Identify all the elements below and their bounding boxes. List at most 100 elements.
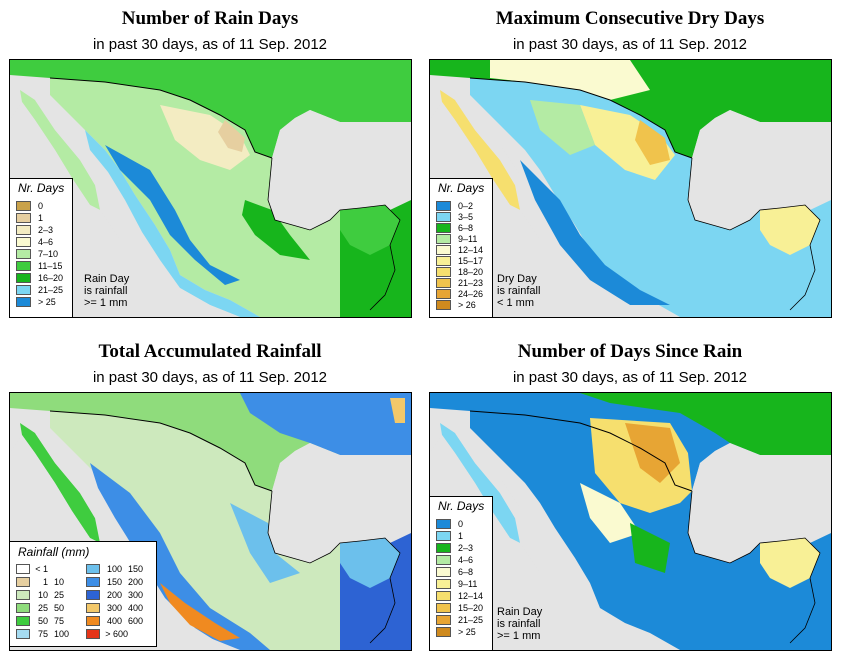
legend-swatch xyxy=(86,603,100,613)
rain-days-legend: Nr. Days 0 1 2–3 4–6 7–10 11–15 16–20 21… xyxy=(9,178,73,318)
legend-swatch xyxy=(436,519,451,529)
legend-swatch xyxy=(436,543,451,553)
gulf-of-california xyxy=(455,100,525,190)
us-border xyxy=(49,410,273,492)
coastline xyxy=(267,490,401,644)
legend-swatch xyxy=(436,201,451,211)
legend-swatch xyxy=(16,225,31,235)
legend-swatch xyxy=(86,590,100,600)
legend-label: > 25 xyxy=(458,627,476,637)
dry-day-note: Dry Day is rainfall < 1 mm xyxy=(497,273,541,309)
green-band xyxy=(630,523,670,573)
sierra-wet-band xyxy=(105,145,240,285)
panel-subtitle: in past 30 days, as of 11 Sep. 2012 xyxy=(512,369,748,386)
us-border xyxy=(49,77,273,159)
legend-swatch xyxy=(436,256,451,266)
legend-swatch xyxy=(436,579,451,589)
land-usa-dry xyxy=(490,60,650,100)
wet-sierra xyxy=(90,463,270,650)
legend-swatch xyxy=(16,273,31,283)
legend-swatch xyxy=(436,603,451,613)
legend-swatch xyxy=(436,567,451,577)
legend-label: 6–8 xyxy=(458,567,474,577)
land-usa xyxy=(10,60,411,158)
legend-swatch xyxy=(16,213,31,223)
legend-swatch xyxy=(16,616,30,626)
legend-swatch xyxy=(16,629,30,639)
legend-swatch xyxy=(86,577,100,587)
legend-label: > 25 xyxy=(38,297,56,307)
rain-day-note: Rain Day is rainfall >= 1 mm xyxy=(497,606,543,642)
legend-swatch xyxy=(436,245,451,255)
days-since-rain-legend: Nr. Days 0 1 2–3 4–6 6–8 9–11 12–14 15–2… xyxy=(429,496,493,651)
dry-north-core xyxy=(635,120,670,165)
gulf-of-mexico xyxy=(268,110,411,230)
coastline xyxy=(687,157,821,311)
green-north xyxy=(530,100,595,155)
gulf-of-mexico xyxy=(688,443,831,563)
wet-gulf-coast xyxy=(242,200,310,260)
legend-swatch xyxy=(436,591,451,601)
land-usa-east xyxy=(240,393,411,455)
dry-north xyxy=(160,105,250,170)
legend-label: 11–15 xyxy=(38,261,63,271)
days-since-rain-map xyxy=(429,392,832,651)
legend-swatch xyxy=(16,297,31,307)
land-usa-green xyxy=(580,393,831,455)
legend-label: 15–17 xyxy=(458,256,484,266)
gulf-of-mexico xyxy=(268,443,411,563)
legend-swatch xyxy=(16,237,31,247)
legend-swatch xyxy=(436,615,451,625)
yucatan xyxy=(340,538,400,588)
legend-label: 21–25 xyxy=(458,615,484,625)
legend-swatch xyxy=(16,603,30,613)
heavy-rain-spot xyxy=(390,398,405,423)
rain-days-map xyxy=(9,59,412,318)
legend-label: 9–11 xyxy=(458,579,478,589)
legend-swatch xyxy=(436,223,451,233)
legend-label: 1 xyxy=(38,213,44,223)
gulf-of-mexico xyxy=(688,110,831,230)
legend-swatch xyxy=(86,629,100,639)
panel-subtitle: in past 30 days, as of 11 Sep. 2012 xyxy=(92,36,328,53)
legend-swatch xyxy=(86,564,100,574)
wet-pacific xyxy=(520,160,670,305)
baja-peninsula xyxy=(440,423,520,543)
legend-label: 6–8 xyxy=(458,223,474,233)
pale-band xyxy=(580,483,640,543)
legend-swatch xyxy=(436,300,451,310)
legend-swatch xyxy=(436,627,451,637)
pacific-coast-band xyxy=(85,130,260,317)
legend-swatch xyxy=(436,289,451,299)
legend-label: 4–6 xyxy=(38,237,54,247)
legend-label: 12–14 xyxy=(458,245,484,255)
yucatan xyxy=(760,538,820,588)
legend-swatch xyxy=(16,201,31,211)
panel-subtitle: in past 30 days, as of 11 Sep. 2012 xyxy=(92,369,328,386)
wet-east xyxy=(230,503,300,583)
us-border xyxy=(469,77,693,159)
legend-swatch xyxy=(436,555,451,565)
legend-label: 2–3 xyxy=(458,543,474,553)
legend-label: 21–25 xyxy=(38,285,64,295)
legend-swatch xyxy=(436,278,451,288)
legend-swatch xyxy=(86,616,100,626)
coastline xyxy=(687,490,821,644)
legend-title: Nr. Days xyxy=(438,181,485,195)
very-wet-coast xyxy=(160,583,240,641)
legend-swatch xyxy=(16,590,30,600)
gulf-of-california xyxy=(35,433,105,523)
legend-swatch xyxy=(436,267,451,277)
legend-swatch xyxy=(16,261,31,271)
legend-swatch xyxy=(436,212,451,222)
land-mexico xyxy=(50,411,395,650)
us-border xyxy=(469,410,693,492)
baja-peninsula xyxy=(20,423,100,543)
legend-label: 24–26 xyxy=(458,289,484,299)
panel-title: Number of Rain Days xyxy=(121,8,299,29)
gulf-of-california xyxy=(35,100,105,190)
legend-label: 15–20 xyxy=(458,603,484,613)
legend-label: 2–3 xyxy=(38,225,54,235)
legend-swatch xyxy=(16,564,30,574)
legend-swatch xyxy=(436,531,451,541)
